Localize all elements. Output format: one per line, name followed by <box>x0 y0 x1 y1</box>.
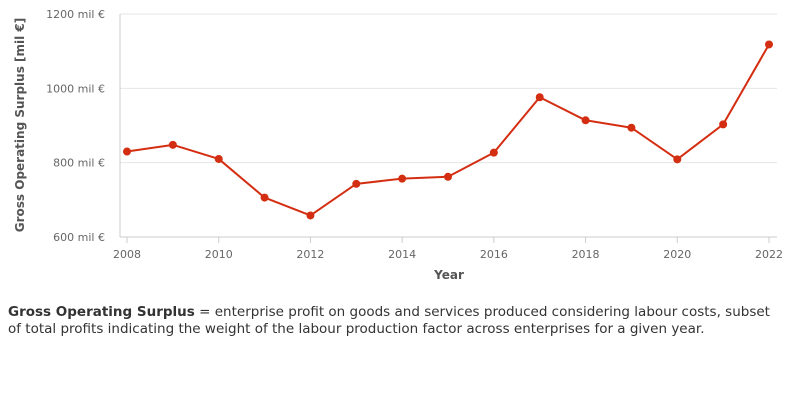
y-tick-label: 800 mil € <box>53 157 105 170</box>
x-tick-label: 2016 <box>480 248 508 261</box>
data-point <box>765 40 773 49</box>
description-note: Gross Operating Surplus = enterprise pro… <box>8 304 780 338</box>
y-tick-labels: 600 mil € 800 mil € 1000 mil € 1200 mil € <box>46 8 105 244</box>
note-text: = enterprise profit on goods and service… <box>8 304 770 337</box>
grid-lines <box>120 13 777 164</box>
y-tick-label: 600 mil € <box>53 231 105 244</box>
x-tick-label: 2014 <box>388 248 416 261</box>
x-tick-label: 2020 <box>663 248 691 261</box>
data-point <box>123 147 131 156</box>
data-point <box>535 93 544 102</box>
data-point <box>352 179 361 188</box>
x-tick-label: 2018 <box>572 248 600 261</box>
data-point <box>489 148 498 157</box>
data-point <box>444 172 452 181</box>
x-tick-label: 2012 <box>296 248 324 261</box>
data-point <box>306 211 315 220</box>
data-point <box>398 174 407 183</box>
data-point <box>260 193 269 202</box>
x-tick-labels: 2008 2010 2012 2014 2016 2018 2020 2022 <box>113 248 783 261</box>
data-point <box>168 140 177 149</box>
series-group <box>123 40 773 220</box>
y-tick-label: 1000 mil € <box>46 82 105 95</box>
x-tick-label: 2008 <box>113 248 141 261</box>
note-term: Gross Operating Surplus <box>8 304 195 320</box>
x-tick-label: 2010 <box>205 248 233 261</box>
line-chart: 600 mil € 800 mil € 1000 mil € 1200 mil € 2… <box>13 8 783 282</box>
data-point <box>673 155 682 164</box>
y-tick-label: 1200 mil € <box>46 8 105 21</box>
data-point <box>581 116 590 125</box>
y-axis-title: Gross Operating Surplus [mil €] <box>13 18 27 232</box>
x-axis-title: Year <box>433 268 464 282</box>
axes <box>119 14 777 243</box>
x-tick-label: 2022 <box>755 248 783 261</box>
data-point <box>627 123 636 132</box>
data-point <box>719 120 728 129</box>
data-point <box>214 154 223 163</box>
series-line <box>126 43 770 217</box>
